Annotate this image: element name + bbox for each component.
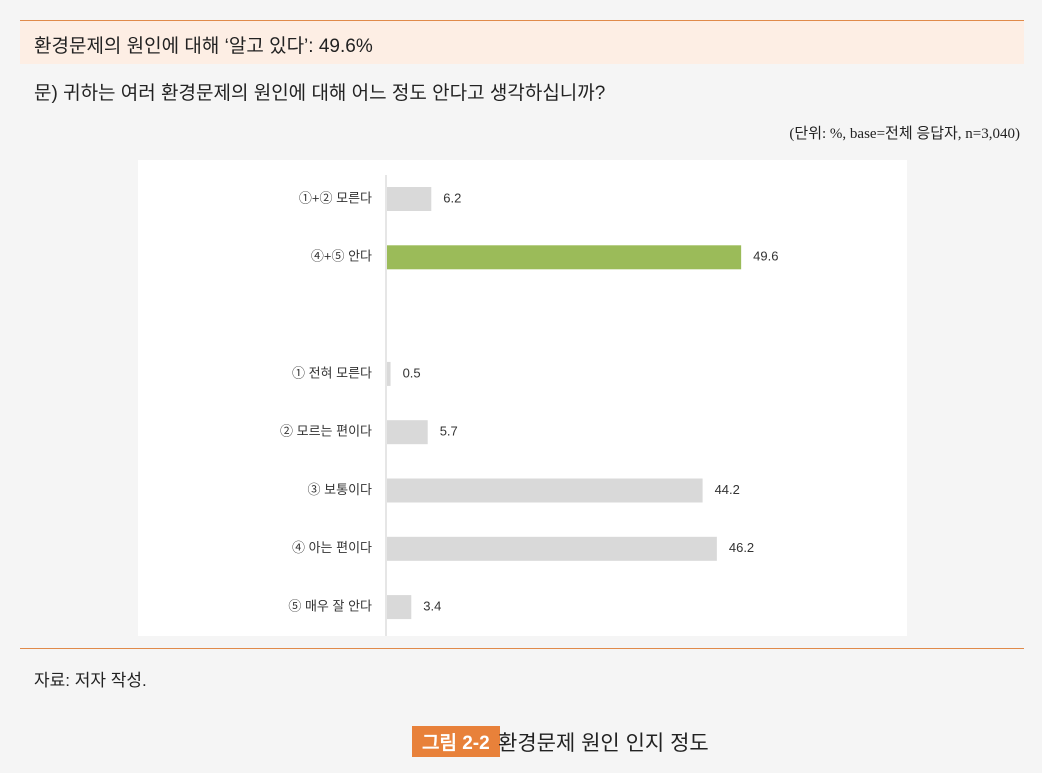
category-label: ① 전혀 모른다 [292, 365, 372, 380]
category-label: ①+② 모른다 [299, 190, 372, 205]
bar [387, 187, 432, 211]
value-label: 5.7 [440, 424, 458, 439]
chart-bg [138, 160, 907, 636]
value-label: 0.5 [403, 365, 421, 380]
category-label: ③ 보통이다 [308, 482, 372, 497]
top-rule [20, 20, 1024, 21]
bar [387, 245, 742, 270]
bar [387, 478, 703, 503]
category-label: ④+⑤ 안다 [311, 249, 372, 264]
bottom-rule [20, 648, 1024, 649]
value-label: 46.2 [729, 540, 754, 555]
figure-caption: 환경문제 원인 인지 정도 [498, 732, 709, 755]
bar [387, 595, 412, 620]
value-label: 3.4 [423, 599, 441, 614]
bar [387, 420, 428, 445]
value-label: 6.2 [443, 190, 461, 205]
title: 환경문제의 원인에 대해 ‘알고 있다’: 49.6% [34, 36, 373, 57]
chart: ①+② 모른다 6.2 ④+⑤ 안다 49.6 ① 전혀 모른다 0.5 ② 모르는 편이다… [138, 160, 907, 636]
bar [387, 536, 717, 561]
value-label: 44.2 [715, 482, 740, 497]
question: 문) 귀하는 여러 환경문제의 원인에 대해 어느 정도 안다고 생각하십니까? [34, 83, 606, 104]
figure-number: 그림 2-2 [412, 726, 500, 757]
bar [387, 361, 391, 386]
unit-note: (단위: %, base=전체 응답자, n=3,040) [789, 126, 1020, 142]
title-band [20, 21, 1024, 64]
category-label: ④ 아는 편이다 [292, 540, 372, 555]
category-label: ② 모르는 편이다 [280, 424, 372, 439]
source: 자료: 저자 작성. [34, 671, 147, 690]
value-label: 49.6 [753, 249, 778, 264]
category-label: ⑤ 매우 잘 안다 [288, 599, 372, 614]
